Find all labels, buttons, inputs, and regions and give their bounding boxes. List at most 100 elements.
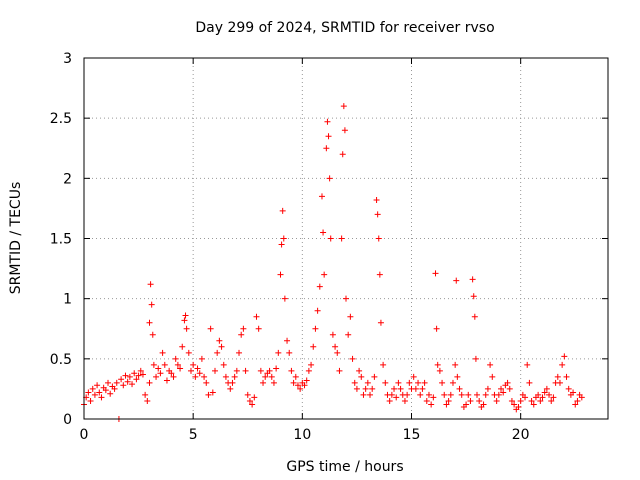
- x-tick-label: 15: [403, 427, 421, 443]
- data-point: [541, 389, 548, 396]
- data-point: [142, 391, 149, 398]
- data-point: [339, 151, 346, 158]
- data-point: [360, 391, 367, 398]
- data-point: [314, 307, 321, 314]
- data-point: [91, 391, 98, 398]
- data-point: [578, 394, 585, 401]
- data-point: [449, 379, 456, 386]
- data-point: [417, 391, 424, 398]
- data-point: [222, 373, 229, 380]
- data-point: [205, 391, 212, 398]
- data-point: [563, 373, 570, 380]
- data-point: [511, 401, 518, 408]
- data-point: [341, 127, 348, 134]
- data-point: [454, 373, 461, 380]
- data-point: [458, 391, 465, 398]
- data-point: [312, 325, 319, 332]
- data-point: [480, 401, 487, 408]
- data-point: [149, 331, 156, 338]
- data-point: [334, 349, 341, 356]
- data-point: [305, 367, 312, 374]
- data-point: [236, 349, 243, 356]
- data-point: [105, 379, 112, 386]
- data-point: [174, 361, 181, 368]
- data-point: [277, 271, 284, 278]
- data-point: [229, 379, 236, 386]
- data-point: [340, 103, 347, 110]
- data-point: [273, 365, 280, 372]
- data-point: [537, 397, 544, 404]
- data-point: [546, 391, 553, 398]
- data-point: [548, 397, 555, 404]
- data-point: [107, 390, 114, 397]
- data-point: [377, 319, 384, 326]
- data-point: [565, 385, 572, 392]
- data-point: [318, 193, 325, 200]
- data-point: [332, 343, 339, 350]
- data-point: [430, 394, 437, 401]
- data-point: [181, 317, 188, 324]
- data-point: [161, 361, 168, 368]
- data-point: [526, 379, 533, 386]
- data-point: [343, 295, 349, 302]
- data-point: [286, 349, 293, 356]
- data-point: [401, 397, 408, 404]
- data-point: [89, 385, 96, 392]
- data-point: [227, 385, 234, 392]
- data-point: [126, 373, 133, 380]
- data-point: [556, 379, 563, 386]
- data-point: [406, 379, 413, 386]
- data-point: [470, 293, 477, 300]
- data-point: [238, 331, 245, 338]
- data-point: [465, 391, 472, 398]
- data-point: [270, 379, 277, 386]
- data-point: [421, 379, 428, 386]
- data-point: [316, 283, 323, 290]
- data-point: [120, 382, 127, 389]
- data-point: [280, 235, 287, 242]
- data-point: [441, 391, 448, 398]
- data-point: [170, 373, 177, 380]
- data-point: [489, 373, 496, 380]
- data-point: [419, 385, 426, 392]
- data-point: [358, 373, 365, 380]
- data-point: [218, 343, 225, 350]
- data-point: [517, 397, 524, 404]
- data-point: [308, 361, 315, 368]
- data-point: [364, 379, 371, 386]
- data-point: [301, 382, 308, 389]
- data-point: [495, 391, 502, 398]
- data-point: [353, 385, 360, 392]
- data-point: [139, 371, 146, 378]
- data-point: [482, 391, 489, 398]
- data-point: [157, 370, 164, 377]
- data-point: [168, 370, 175, 377]
- data-point: [146, 379, 153, 386]
- data-point: [297, 385, 304, 392]
- data-point: [303, 377, 310, 384]
- x-tick-label: 20: [512, 427, 530, 443]
- y-tick-label: 1: [63, 292, 72, 308]
- data-point: [320, 229, 327, 236]
- data-point: [410, 373, 417, 380]
- data-point: [472, 355, 479, 362]
- y-tick-label: 1.5: [50, 232, 72, 248]
- data-point: [214, 349, 221, 356]
- data-point: [380, 361, 387, 368]
- data-point: [159, 349, 166, 356]
- data-point: [260, 379, 267, 386]
- data-point: [284, 337, 291, 344]
- data-point: [201, 373, 208, 380]
- data-point: [155, 365, 162, 372]
- data-point: [310, 343, 317, 350]
- data-point: [374, 211, 381, 218]
- data-point: [172, 355, 179, 362]
- data-point: [415, 379, 422, 386]
- data-point: [187, 367, 194, 374]
- data-point: [212, 367, 218, 374]
- data-point: [203, 379, 210, 386]
- data-point: [240, 325, 247, 332]
- y-tick-label: 2: [63, 171, 72, 187]
- data-point: [192, 373, 199, 380]
